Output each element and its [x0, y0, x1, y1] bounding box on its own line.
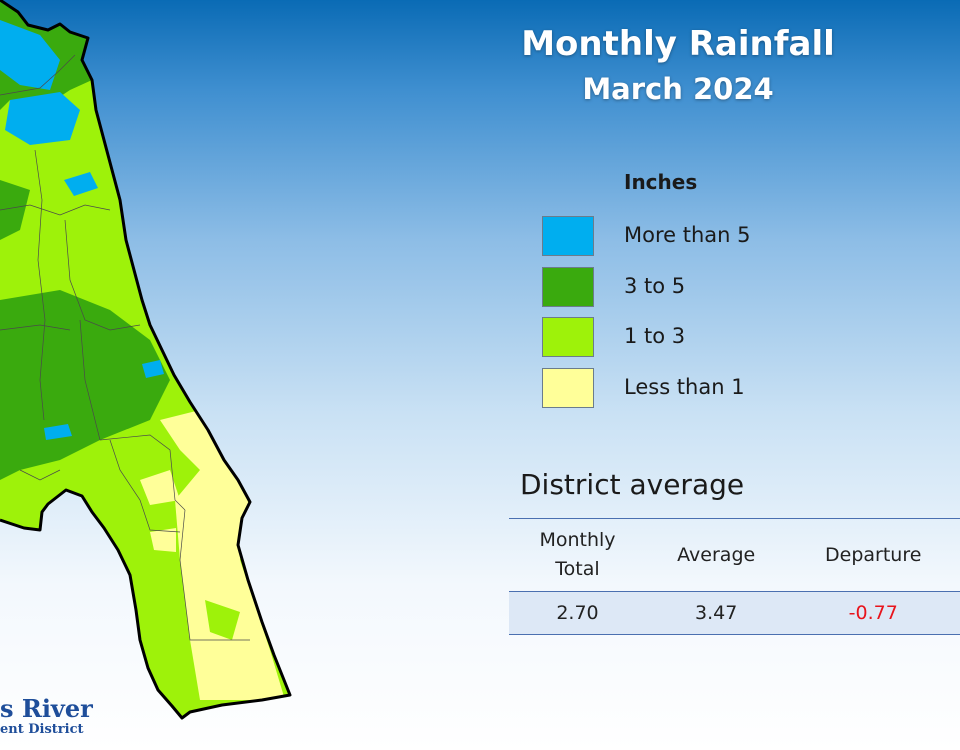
- column-header-departure: Departure: [786, 518, 960, 592]
- rainfall-map: [0, 0, 292, 720]
- map-subtitle: March 2024: [582, 72, 774, 106]
- monthly-total-value: 2.70: [509, 591, 646, 635]
- legend-item-more-than-5: More than 5: [542, 216, 842, 256]
- district-average-table: Monthly Total Average Departure 2.70 3.4…: [509, 518, 960, 635]
- legend-label: 1 to 3: [624, 324, 686, 348]
- county-boundaries: [0, 54, 250, 641]
- district-average-heading: District average: [520, 468, 745, 501]
- table-row: 2.70 3.47 -0.77: [509, 591, 960, 635]
- column-header-average: Average: [645, 518, 787, 592]
- legend-swatch: [542, 216, 594, 256]
- legend-swatch: [542, 368, 594, 408]
- legend-swatch: [542, 267, 594, 307]
- map-title: Monthly Rainfall: [521, 24, 835, 64]
- district-boundary: [0, 0, 292, 720]
- legend-label: More than 5: [624, 223, 751, 247]
- column-header-monthly-total: Monthly Total: [509, 518, 646, 592]
- district-logo-name: s River: [0, 694, 93, 723]
- legend-label: 3 to 5: [624, 274, 686, 298]
- table-header-row: Monthly Total Average Departure: [509, 518, 960, 592]
- legend-label: Less than 1: [624, 375, 745, 399]
- average-value: 3.47: [645, 591, 787, 635]
- rainfall-zones: [0, 0, 290, 718]
- legend-item-3-to-5: 3 to 5: [542, 267, 842, 307]
- legend-heading: Inches: [624, 170, 698, 194]
- departure-value: -0.77: [786, 591, 960, 635]
- legend-swatch: [542, 317, 594, 357]
- legend-item-less-than-1: Less than 1: [542, 368, 842, 408]
- district-logo-subtitle: ent District: [0, 722, 84, 737]
- legend-item-1-to-3: 1 to 3: [542, 317, 842, 357]
